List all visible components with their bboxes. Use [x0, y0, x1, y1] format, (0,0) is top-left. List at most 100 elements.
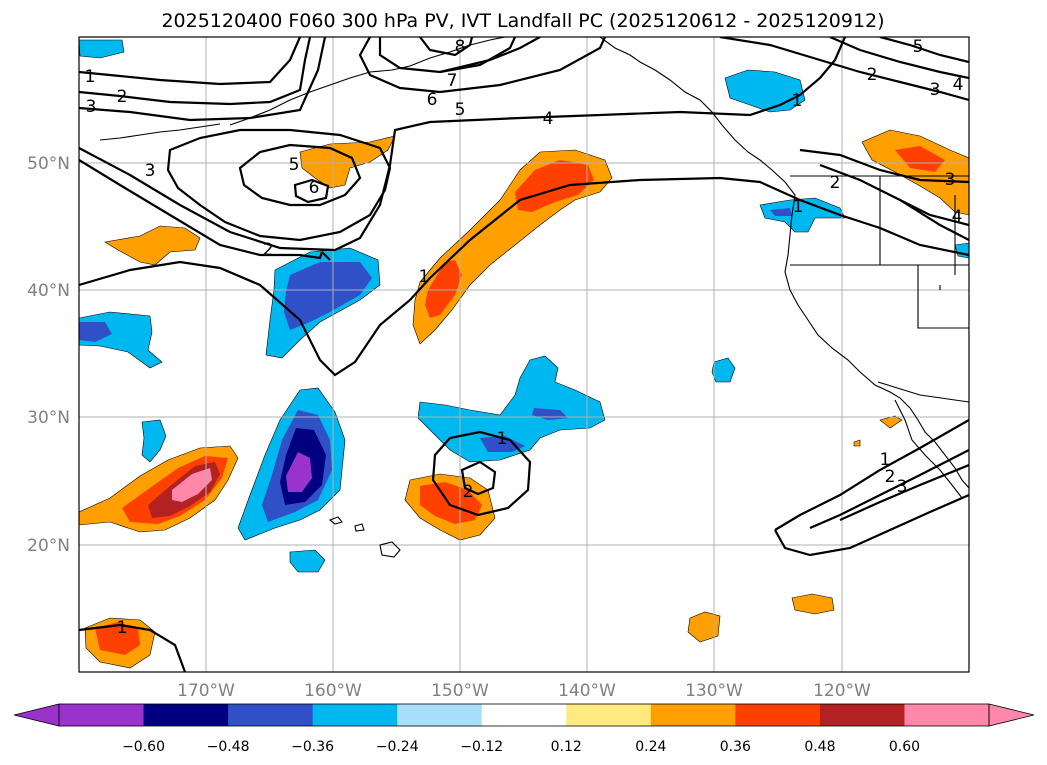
pv-contour: [79, 37, 327, 122]
colorbar-tick-label: 0.60: [889, 739, 920, 755]
latitude-label: 30°N: [27, 408, 70, 428]
longitude-label: 170°W: [177, 681, 235, 701]
pv-contour: [79, 37, 847, 252]
pv-contours: [79, 37, 969, 672]
colorbar-border: [58, 703, 990, 727]
pv-contour: [839, 463, 969, 522]
negative-anomaly-region: [141, 419, 167, 463]
longitude-label: 120°W: [813, 681, 871, 701]
negative-anomaly-region: [480, 436, 525, 452]
pc-shading: [79, 39, 969, 669]
pv-contour: [419, 37, 474, 57]
contour-label: 1: [497, 429, 508, 449]
contour-label: 4: [543, 109, 554, 129]
contour-label: 2: [830, 173, 841, 193]
longitude-label: 160°W: [304, 681, 362, 701]
positive-anomaly-region: [687, 611, 721, 643]
colorbar-segment: [228, 704, 314, 726]
contour-label: 1: [793, 197, 804, 217]
colorbar-tick-label: 0.12: [551, 739, 582, 755]
pv-contour: [79, 159, 331, 261]
colorbar-tick-label: −0.12: [460, 739, 503, 755]
pv-contour: [774, 493, 969, 557]
longitude-label: 140°W: [558, 681, 616, 701]
contour-label: 8: [455, 37, 466, 57]
pv-contour: [431, 430, 532, 517]
colorbar-extend-min: [13, 703, 60, 727]
pv-contour: [439, 37, 541, 74]
contour-label: 7: [447, 71, 458, 91]
contour-label: 1: [117, 618, 128, 638]
longitude-axis: 170°W 160°W 150°W 140°W 130°W 120°W: [177, 681, 871, 701]
contour-label: 4: [952, 207, 963, 227]
graticule: [79, 37, 969, 672]
contour-label: 3: [86, 97, 97, 117]
colorbar-segment: [904, 704, 990, 726]
contour-label: 6: [309, 178, 320, 198]
colorbar-segment: [312, 704, 398, 726]
longitude-label: 150°W: [431, 681, 489, 701]
contour-label: 2: [867, 65, 878, 85]
latitude-axis: 50°N 40°N 30°N 20°N: [27, 154, 70, 556]
positive-anomaly-region: [420, 482, 482, 524]
contour-label: 2: [117, 87, 128, 107]
positive-anomaly-region: [791, 593, 835, 615]
contour-label: 3: [930, 80, 941, 100]
positive-anomaly-region: [895, 146, 945, 172]
negative-anomaly-region: [759, 197, 846, 233]
contour-label: 1: [880, 450, 891, 470]
north-america-coastline: [599, 37, 969, 489]
latitude-label: 40°N: [27, 281, 70, 301]
pv-contour: [166, 128, 392, 242]
contour-label: 1: [85, 67, 96, 87]
contour-label: 2: [463, 482, 474, 502]
negative-anomaly-region: [79, 322, 112, 342]
colorbar-ticks: −0.60 −0.48 −0.36 −0.24 −0.12 0.12 0.24 …: [122, 739, 920, 755]
contour-label: 1: [792, 91, 803, 111]
colorbar-extend-max: [988, 703, 1035, 727]
contour-label: 5: [913, 37, 924, 57]
colorbar-tick-label: −0.24: [376, 739, 419, 755]
alaska-coastline: [229, 37, 506, 126]
pv-contour: [79, 623, 187, 672]
negative-anomaly-region: [79, 39, 125, 59]
colorbar-segment: [650, 704, 736, 726]
colorbar-segment: [397, 704, 483, 726]
contour-label: 5: [455, 100, 466, 120]
colorbar-tick-label: 0.36: [720, 739, 751, 755]
us-state-borders: [790, 176, 969, 329]
pv-contour: [358, 37, 607, 94]
mexico-border: [877, 381, 969, 403]
positive-anomaly-region: [95, 622, 140, 655]
pv-contour: [799, 148, 969, 184]
positive-anomaly-region: [425, 260, 462, 318]
map-frame: [78, 36, 970, 673]
aleutian-islands: [99, 123, 221, 141]
pv-contour: [899, 199, 969, 227]
pv-contour: [293, 178, 330, 204]
negative-anomaly-region: [770, 208, 792, 216]
contour-label: 4: [953, 75, 964, 95]
latitude-label: 50°N: [27, 154, 70, 174]
colorbar-tick-label: −0.36: [291, 739, 334, 755]
coastlines: [99, 37, 969, 558]
positive-anomaly-region: [861, 129, 969, 216]
contour-label: 3: [897, 477, 908, 497]
colorbar-tick-label: −0.48: [207, 739, 250, 755]
positive-anomaly-region: [853, 439, 861, 447]
colorbar-segment: [819, 704, 905, 726]
map-area: 1 2 3 4 5 6 7 8 1 2 3 5 6 2 1 2 1 1 1 2 …: [79, 37, 969, 672]
negative-anomaly-region: [711, 357, 736, 383]
pv-contour: [829, 37, 969, 80]
colorbar-tick-label: −0.60: [122, 739, 165, 755]
contour-label: 3: [145, 161, 156, 181]
pv-contour: [79, 37, 312, 106]
contour-label: 5: [289, 155, 300, 175]
positive-anomaly-region: [172, 468, 212, 502]
colorbar-segment: [566, 704, 652, 726]
contour-label: 6: [427, 90, 438, 110]
colorbar: [13, 703, 1035, 727]
contour-label: 2: [263, 240, 274, 260]
pv-contour: [460, 460, 497, 496]
